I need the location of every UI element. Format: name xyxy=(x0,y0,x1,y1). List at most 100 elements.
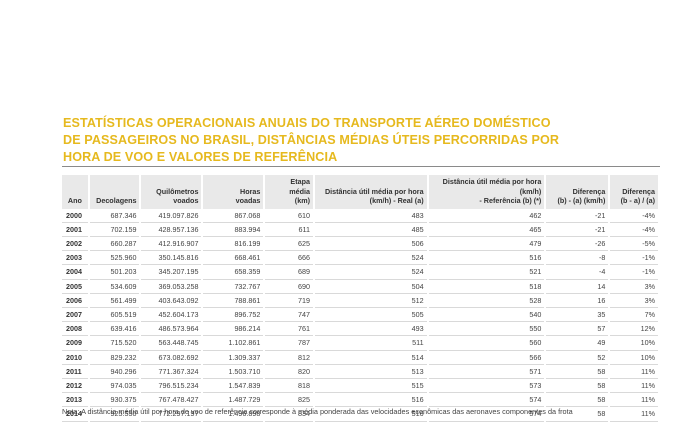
table-cell: 747 xyxy=(264,307,315,323)
table-cell: 812 xyxy=(264,350,315,365)
table-cell: 715.520 xyxy=(88,335,142,351)
table-cell: 566 xyxy=(427,350,547,365)
statistics-table: Ano Decolagens Quilômetros voados Horas voada… xyxy=(62,175,660,422)
table-row: 2000 687.346 419.097.826 867.068 610 483 462 -2… xyxy=(62,208,660,223)
table-cell: 1.547.839 xyxy=(202,378,266,394)
table-cell: 521 xyxy=(427,264,547,280)
table-cell: 511 xyxy=(313,335,429,351)
table-cell: 57 xyxy=(545,321,611,337)
table-cell: -21 xyxy=(545,208,611,223)
table-cell: 485 xyxy=(313,222,429,237)
table-cell: 732.767 xyxy=(202,279,266,294)
table-cell: 10% xyxy=(609,350,660,365)
table-cell: -21 xyxy=(545,222,611,237)
table-cell: 493 xyxy=(313,321,429,337)
table-cell: -1% xyxy=(609,250,660,266)
table-cell: 3% xyxy=(609,279,660,294)
column-header-line: Horas xyxy=(240,186,261,196)
table-cell: 49 xyxy=(545,335,611,351)
table-cell: 7% xyxy=(609,307,660,323)
table-cell: 465 xyxy=(427,222,547,237)
column-header: Distância útil média por hora (km/h) - Re… xyxy=(427,175,547,209)
table-cell: 986.214 xyxy=(202,321,266,337)
year-cell: 2012 xyxy=(62,378,90,394)
table-cell: 829.232 xyxy=(88,350,142,365)
column-header: Diferença (b - a) / (a) xyxy=(609,175,660,209)
table-cell: 574 xyxy=(427,392,547,408)
column-header-line: (b - a) / (a) xyxy=(620,196,655,205)
table-note: Nota: A distância média útil por hora de… xyxy=(62,407,573,416)
table-row: 2009 715.520 563.448.745 1.102.861 787 511 560… xyxy=(62,335,660,351)
year-cell: 2002 xyxy=(62,236,90,252)
table-cell: 702.159 xyxy=(88,222,142,237)
table-cell: 11% xyxy=(609,364,660,379)
table-cell: 571 xyxy=(427,364,547,379)
column-header-line: voados xyxy=(173,196,199,205)
table-cell: 14 xyxy=(545,279,611,294)
table-cell: 58 xyxy=(545,392,611,408)
table-row: 2005 534.609 369.053.258 732.767 690 504 518 14… xyxy=(62,279,660,294)
table-cell: 883.994 xyxy=(202,222,266,237)
table-cell: 561.499 xyxy=(88,293,142,308)
table-cell: 369.053.258 xyxy=(140,279,204,294)
table-cell: 525.960 xyxy=(88,250,142,266)
table-cell: 820 xyxy=(264,364,315,379)
table-cell: 11% xyxy=(609,378,660,394)
table-cell: -5% xyxy=(609,236,660,252)
table-cell: 506 xyxy=(313,236,429,252)
table-cell: 512 xyxy=(313,293,429,308)
column-header: Quilômetros voados xyxy=(140,175,204,209)
column-header-line: voadas xyxy=(235,196,261,205)
table-header-row: Ano Decolagens Quilômetros voados Horas voada… xyxy=(62,175,660,209)
table-cell: 419.097.826 xyxy=(140,208,204,223)
column-header-line: (km) xyxy=(294,196,310,205)
column-header-line: Decolagens xyxy=(96,196,137,205)
table-cell: 639.416 xyxy=(88,321,142,337)
table-cell: 816.199 xyxy=(202,236,266,252)
table-cell: 486.573.964 xyxy=(140,321,204,337)
table-cell: 573 xyxy=(427,378,547,394)
table-cell: 35 xyxy=(545,307,611,323)
table-row: 2002 660.287 412.916.907 816.199 625 506 479 -2… xyxy=(62,236,660,252)
table-cell: 524 xyxy=(313,264,429,280)
table-cell: 666 xyxy=(264,250,315,266)
table-row: 2008 639.416 486.573.964 986.214 761 493 550 57… xyxy=(62,321,660,337)
table-cell: 761 xyxy=(264,321,315,337)
table-cell: 660.287 xyxy=(88,236,142,252)
table-cell: 771.367.324 xyxy=(140,364,204,379)
table-cell: 1.503.710 xyxy=(202,364,266,379)
year-cell: 2008 xyxy=(62,321,90,337)
table-cell: 403.643.092 xyxy=(140,293,204,308)
table-row: 2003 525.960 350.145.816 668.461 666 524 516 -8… xyxy=(62,250,660,266)
table-cell: 412.916.907 xyxy=(140,236,204,252)
column-header-line: Ano xyxy=(67,196,82,205)
table-cell: 504 xyxy=(313,279,429,294)
table-row: 2013 930.375 767.478.427 1.487.729 825 516 574… xyxy=(62,392,660,408)
table-cell: 534.609 xyxy=(88,279,142,294)
table-cell: 10% xyxy=(609,335,660,351)
column-header-line: Distância útil média por hora (km/h) xyxy=(442,177,542,196)
table-cell: 560 xyxy=(427,335,547,351)
column-header: Horas voadas xyxy=(202,175,266,209)
table-cell: 345.207.195 xyxy=(140,264,204,280)
table-cell: 1.487.729 xyxy=(202,392,266,408)
table-cell: 3% xyxy=(609,293,660,308)
title-divider xyxy=(62,166,660,167)
table-cell: -1% xyxy=(609,264,660,280)
table-cell: 668.461 xyxy=(202,250,266,266)
table-cell: 1.309.337 xyxy=(202,350,266,365)
table-cell: 540 xyxy=(427,307,547,323)
table-cell: 788.861 xyxy=(202,293,266,308)
table-cell: 58 xyxy=(545,378,611,394)
year-cell: 2009 xyxy=(62,335,90,351)
table-cell: -4% xyxy=(609,222,660,237)
table-cell: 767.478.427 xyxy=(140,392,204,408)
column-header: Ano xyxy=(62,175,90,209)
table-cell: 818 xyxy=(264,378,315,394)
table-cell: 462 xyxy=(427,208,547,223)
table-cell: 518 xyxy=(427,279,547,294)
column-header-line: Quilômetros xyxy=(156,186,199,196)
table-cell: -4 xyxy=(545,264,611,280)
column-header: Decolagens xyxy=(88,175,142,209)
table-cell: 58 xyxy=(545,364,611,379)
